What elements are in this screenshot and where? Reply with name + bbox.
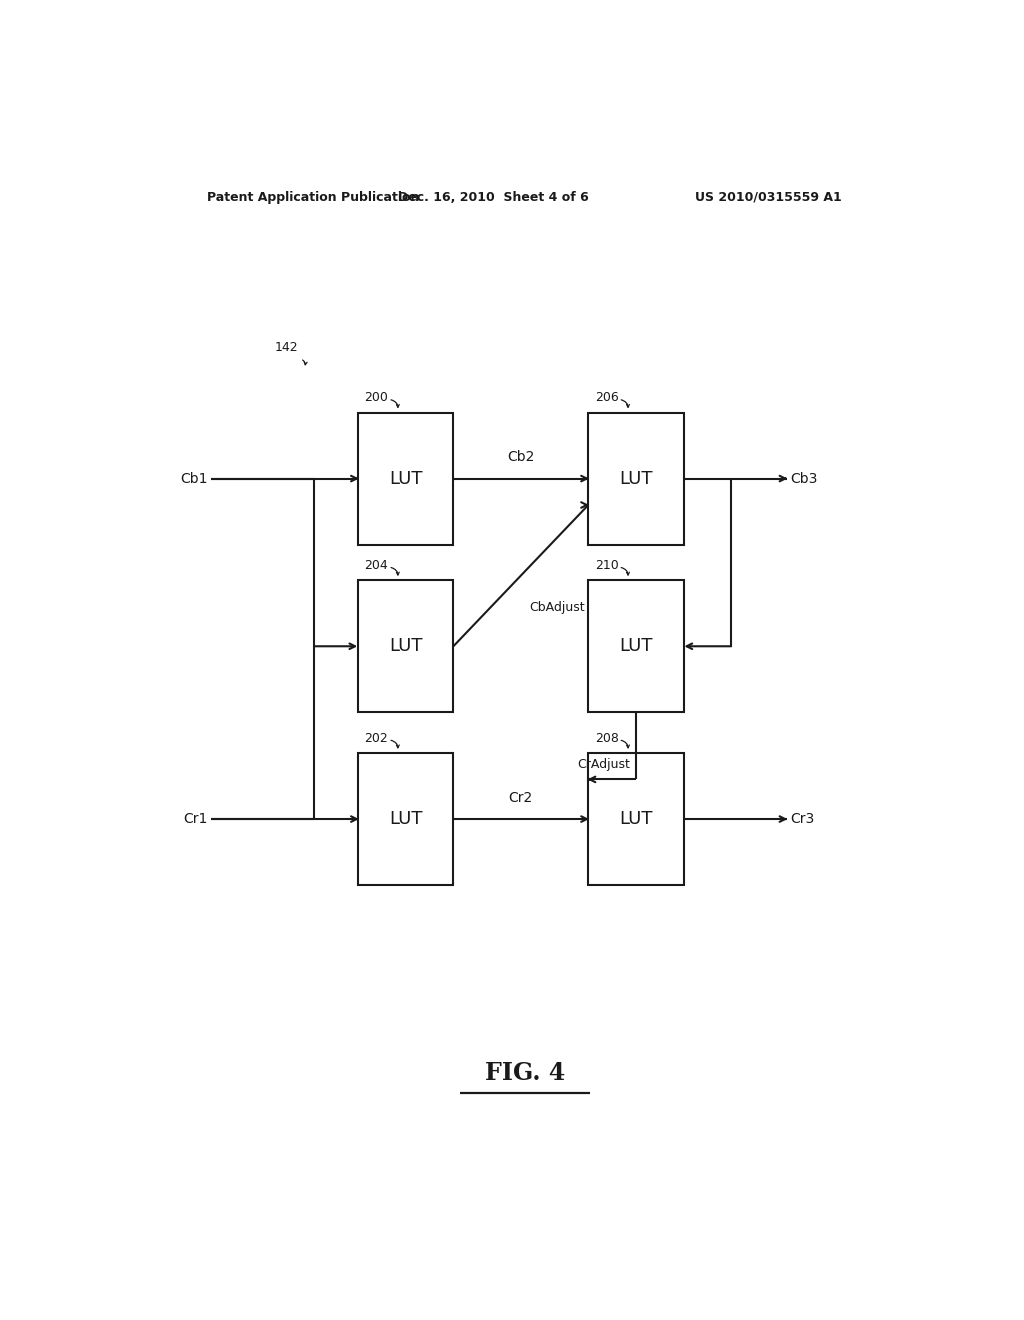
Bar — [358, 413, 454, 545]
Text: 200: 200 — [365, 391, 388, 404]
Text: Patent Application Publication: Patent Application Publication — [207, 190, 420, 203]
Text: CbAdjust: CbAdjust — [528, 601, 585, 614]
Bar — [588, 413, 684, 545]
Text: Cb3: Cb3 — [791, 471, 818, 486]
Text: Cr2: Cr2 — [509, 791, 532, 805]
Text: LUT: LUT — [389, 638, 423, 655]
Text: LUT: LUT — [620, 470, 652, 487]
Text: LUT: LUT — [389, 810, 423, 828]
Text: 142: 142 — [274, 341, 298, 354]
Bar — [588, 752, 684, 886]
Text: Dec. 16, 2010  Sheet 4 of 6: Dec. 16, 2010 Sheet 4 of 6 — [397, 190, 589, 203]
Text: 204: 204 — [365, 560, 388, 572]
Text: FIG. 4: FIG. 4 — [484, 1061, 565, 1085]
Text: LUT: LUT — [620, 638, 652, 655]
Text: Cb1: Cb1 — [180, 471, 207, 486]
Bar — [588, 581, 684, 713]
Text: CrAdjust: CrAdjust — [578, 758, 631, 771]
Text: LUT: LUT — [620, 810, 652, 828]
Text: 208: 208 — [595, 731, 618, 744]
Text: 202: 202 — [365, 731, 388, 744]
Text: 210: 210 — [595, 560, 618, 572]
Text: Cr1: Cr1 — [183, 812, 207, 826]
Bar — [358, 752, 454, 886]
Text: Cb2: Cb2 — [507, 450, 535, 465]
Bar — [358, 581, 454, 713]
Text: 206: 206 — [595, 391, 618, 404]
Text: LUT: LUT — [389, 470, 423, 487]
Text: Cr3: Cr3 — [791, 812, 815, 826]
Text: US 2010/0315559 A1: US 2010/0315559 A1 — [695, 190, 842, 203]
